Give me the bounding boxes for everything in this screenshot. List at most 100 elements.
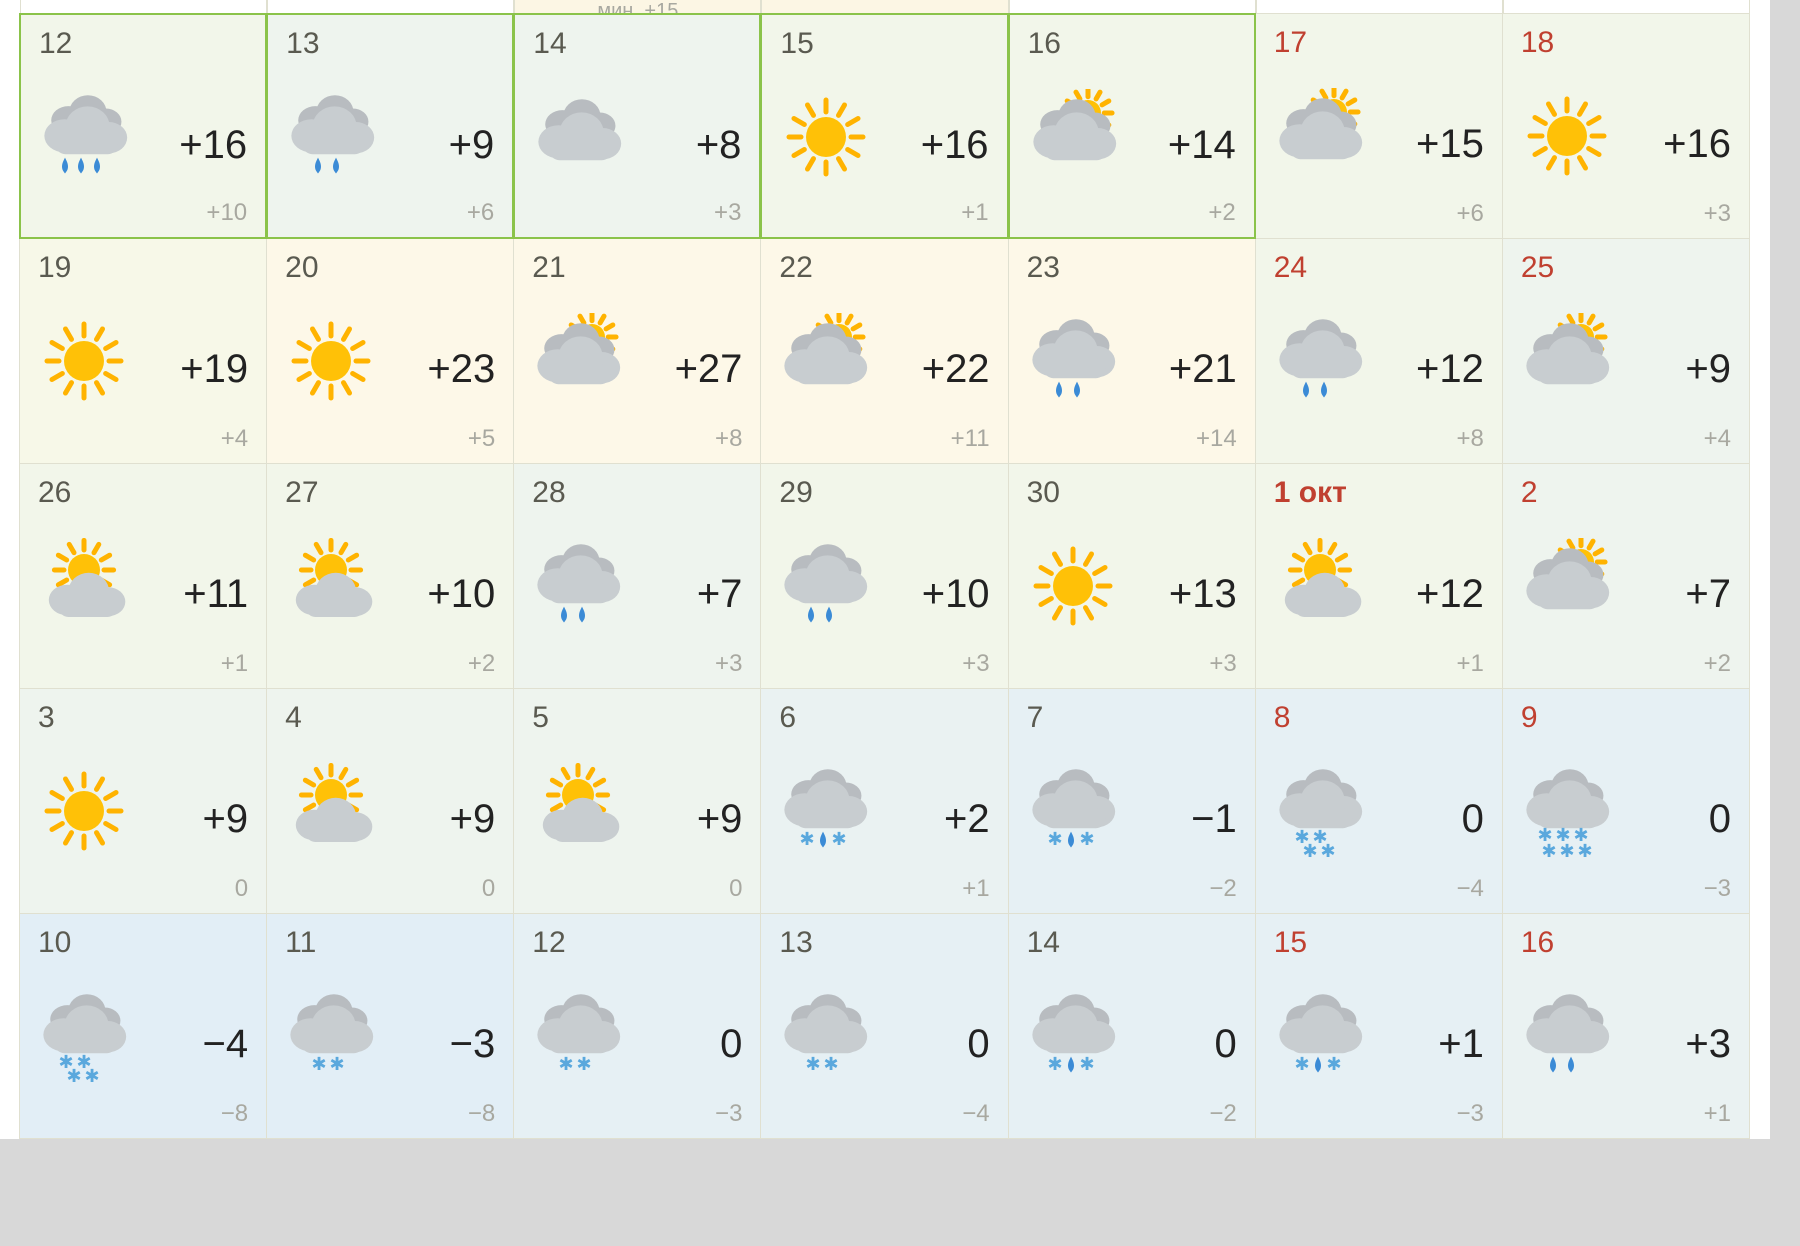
- temp-high: 0: [1709, 797, 1731, 842]
- temp-low: +4: [1704, 425, 1731, 453]
- snow-heavy-icon: ✱✱✱✱✱✱: [1519, 763, 1615, 859]
- day-cell[interactable]: 18+16+3: [1502, 13, 1750, 239]
- cloud-sun-behind-icon: [777, 313, 873, 409]
- day-cell[interactable]: 4+90: [266, 688, 514, 914]
- day-cell[interactable]: 2 +7 +2: [1502, 463, 1750, 689]
- day-cell[interactable]: 30+13+3: [1008, 463, 1256, 689]
- sunny-icon: [778, 89, 874, 185]
- temp-high: +7: [1685, 572, 1731, 617]
- svg-text:✱: ✱: [330, 1054, 345, 1074]
- temp-low: −8: [468, 1100, 495, 1128]
- day-cell[interactable]: 1 окт+12+1: [1255, 463, 1503, 689]
- partly-cloudy-icon: [36, 538, 132, 634]
- day-number: 3: [38, 701, 55, 735]
- day-cell[interactable]: 3+90: [19, 688, 267, 914]
- temp-high: +9: [697, 797, 743, 842]
- day-cell[interactable]: 17+15+6: [1255, 13, 1503, 239]
- cloud-sun-behind-icon: [1519, 313, 1615, 409]
- snow-light-icon: ✱✱: [777, 988, 873, 1084]
- day-cell[interactable]: 12+16+10: [19, 13, 267, 239]
- day-number: 24: [1274, 251, 1307, 285]
- svg-text:✱: ✱: [559, 1054, 574, 1074]
- svg-text:✱: ✱: [1577, 841, 1592, 859]
- day-number: 2: [1521, 476, 1538, 510]
- day-cell[interactable]: 21+27+8: [513, 238, 761, 464]
- day-cell[interactable]: 20+23+5: [266, 238, 514, 464]
- rain-light-icon: [284, 89, 380, 185]
- temp-high: −4: [203, 1022, 249, 1067]
- day-cell[interactable]: 23+21+14: [1008, 238, 1256, 464]
- day-number: 30: [1027, 476, 1060, 510]
- day-cell[interactable]: 10✱✱✱✱−4−8: [19, 913, 267, 1139]
- day-cell[interactable]: 26+11+1: [19, 463, 267, 689]
- svg-text:✱: ✱: [1079, 1054, 1094, 1074]
- sunny-icon: [283, 313, 379, 409]
- day-cell[interactable]: 24+12+8: [1255, 238, 1503, 464]
- day-number: 16: [1521, 926, 1554, 960]
- day-cell[interactable]: 15+16+1: [760, 13, 1008, 239]
- day-cell[interactable]: 16+3+1: [1502, 913, 1750, 1139]
- day-number: 13: [779, 926, 812, 960]
- svg-text:✱: ✱: [1320, 841, 1335, 859]
- temp-low: +2: [1704, 650, 1731, 678]
- temp-high: +9: [450, 797, 496, 842]
- temp-low: −3: [715, 1100, 742, 1128]
- svg-text:✱: ✱: [1559, 841, 1574, 859]
- day-number: 12: [39, 27, 72, 61]
- svg-text:✱: ✱: [1047, 829, 1062, 849]
- day-cell[interactable]: 22+22+11: [760, 238, 1008, 464]
- day-cell[interactable]: 9✱✱✱✱✱✱0−3: [1502, 688, 1750, 914]
- day-number: 15: [1274, 926, 1307, 960]
- day-cell[interactable]: 14✱✱0−2: [1008, 913, 1256, 1139]
- temp-low: −8: [221, 1100, 248, 1128]
- day-cell[interactable]: 6✱✱+2+1: [760, 688, 1008, 914]
- day-cell[interactable]: 13+9+6: [266, 13, 514, 239]
- temp-high: 0: [1462, 797, 1484, 842]
- day-cell[interactable]: 14+8+3: [513, 13, 761, 239]
- day-cell[interactable]: 25+9+4: [1502, 238, 1750, 464]
- temp-low: +1: [961, 199, 988, 227]
- day-cell[interactable]: 8✱✱✱✱0−4: [1255, 688, 1503, 914]
- day-cell[interactable]: 5+90: [513, 688, 761, 914]
- day-number: 21: [532, 251, 565, 285]
- day-number: 9: [1521, 701, 1538, 735]
- temp-low: +2: [468, 650, 495, 678]
- day-cell[interactable]: 27+10+2: [266, 463, 514, 689]
- day-cell[interactable]: 19+19+4: [19, 238, 267, 464]
- day-number: 18: [1521, 26, 1554, 60]
- temp-high: +9: [203, 797, 249, 842]
- svg-text:✱: ✱: [1079, 829, 1094, 849]
- day-cell[interactable]: 11✱✱−3−8: [266, 913, 514, 1139]
- svg-text:✱: ✱: [84, 1066, 99, 1084]
- header-cell: [1256, 0, 1503, 14]
- partly-cloudy-icon: [530, 763, 626, 859]
- day-cell[interactable]: 12✱✱0−3: [513, 913, 761, 1139]
- temp-high: +12: [1416, 347, 1484, 392]
- weather-calendar: мин. +15 12+16+1013+9+614+8+315+16+116+1…: [0, 0, 1770, 1139]
- cloud-sun-behind-icon: [1026, 89, 1122, 185]
- header-cell: [1503, 0, 1750, 14]
- day-cell[interactable]: 28+7+3: [513, 463, 761, 689]
- day-number: 19: [38, 251, 71, 285]
- temp-low: +1: [1456, 650, 1483, 678]
- temp-high: +19: [180, 347, 248, 392]
- day-cell[interactable]: 13✱✱0−4: [760, 913, 1008, 1139]
- day-cell[interactable]: 15✱✱+1−3: [1255, 913, 1503, 1139]
- rain-light-icon: [777, 538, 873, 634]
- header-cell: [20, 0, 267, 14]
- day-number: 22: [779, 251, 812, 285]
- day-number: 10: [38, 926, 71, 960]
- day-cell[interactable]: 7✱✱−1−2: [1008, 688, 1256, 914]
- temp-high: +15: [1416, 122, 1484, 167]
- cloud-sun-behind-icon: [1519, 538, 1615, 634]
- day-cell[interactable]: 29+10+3: [760, 463, 1008, 689]
- temp-high: +10: [427, 572, 495, 617]
- day-cell[interactable]: 16+14+2: [1008, 13, 1256, 239]
- temp-low: 0: [729, 875, 742, 903]
- temp-high: +9: [1685, 347, 1731, 392]
- day-number: 17: [1274, 26, 1307, 60]
- temp-low: +8: [715, 425, 742, 453]
- calendar-grid: 12+16+1013+9+614+8+315+16+116+14+2 17 +15 +…: [20, 14, 1750, 1139]
- sunny-icon: [1519, 88, 1615, 184]
- header-row-fragment: мин. +15: [20, 0, 1750, 14]
